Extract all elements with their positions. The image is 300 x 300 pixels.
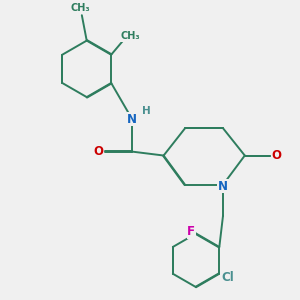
Text: CH₃: CH₃ bbox=[121, 31, 140, 41]
Text: H: H bbox=[142, 106, 151, 116]
Text: F: F bbox=[187, 225, 195, 239]
Text: Cl: Cl bbox=[221, 271, 234, 284]
Text: O: O bbox=[272, 149, 282, 162]
Text: CH₃: CH₃ bbox=[70, 3, 90, 13]
Text: O: O bbox=[93, 145, 103, 158]
Text: N: N bbox=[218, 180, 228, 193]
Text: N: N bbox=[127, 113, 137, 126]
